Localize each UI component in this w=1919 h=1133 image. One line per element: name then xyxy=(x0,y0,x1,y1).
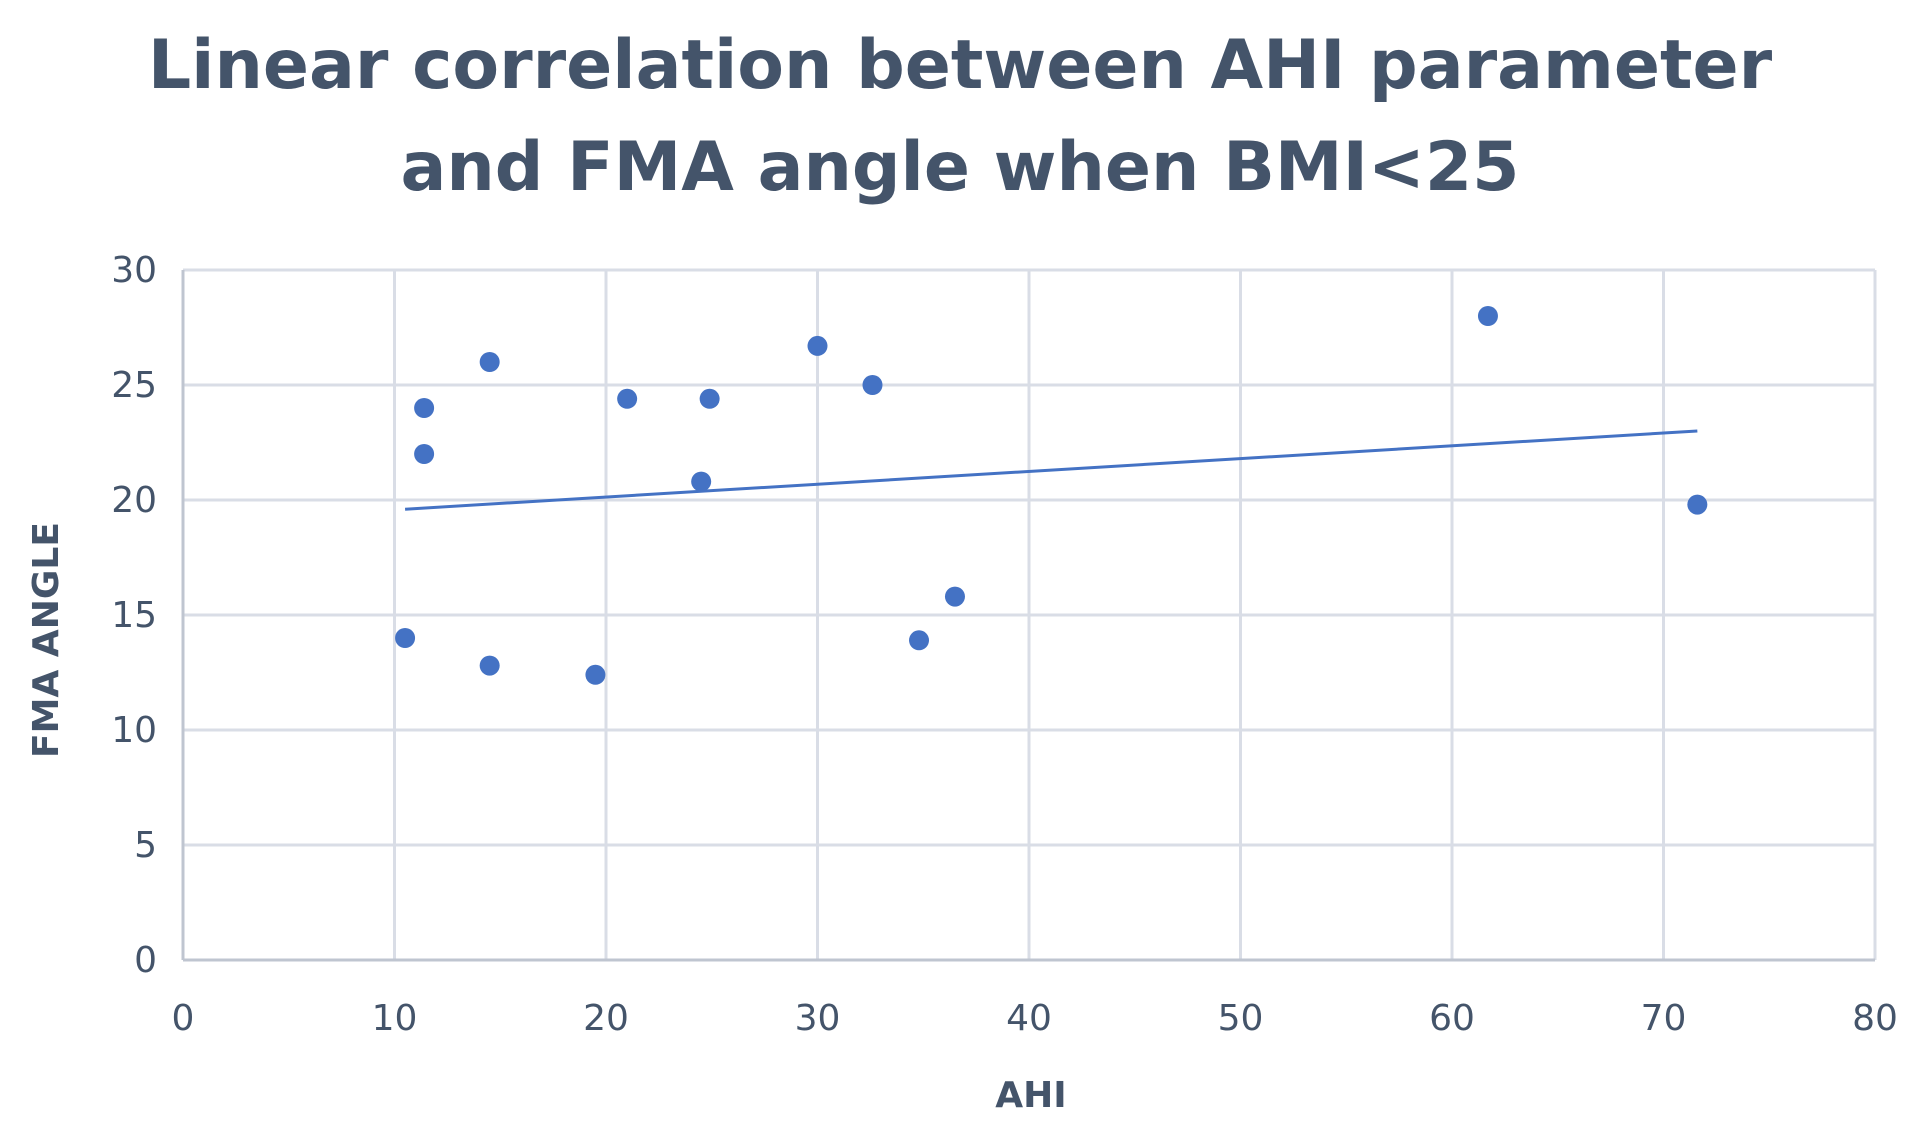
x-tick-label: 50 xyxy=(1218,998,1264,1039)
y-tick-label: 10 xyxy=(111,710,157,751)
y-tick-label: 5 xyxy=(134,825,157,866)
data-point xyxy=(1477,306,1498,326)
y-tick-label: 25 xyxy=(111,365,157,406)
trendline xyxy=(404,429,1698,511)
data-point xyxy=(944,586,965,607)
data-point xyxy=(862,375,883,395)
data-point xyxy=(691,471,712,492)
data-point xyxy=(1687,494,1708,515)
x-tick-label: 40 xyxy=(1006,998,1052,1039)
tick-labels: 0 5 10 15 20 25 30 0 10 20 30 40 50 60 70 80 xyxy=(111,250,1898,1039)
gridlines xyxy=(183,268,1877,960)
y-axis-title: FMA ANGLE xyxy=(26,522,67,758)
data-point xyxy=(585,664,606,685)
chart-title-line-1: Linear correlation between AHI parameter xyxy=(148,26,1773,105)
x-tick-label: 60 xyxy=(1429,998,1475,1039)
data-point xyxy=(395,628,416,648)
data-point xyxy=(479,352,500,372)
x-tick-label: 70 xyxy=(1641,998,1687,1039)
x-tick-label: 20 xyxy=(583,998,629,1039)
data-point xyxy=(479,655,500,676)
y-tick-label: 20 xyxy=(111,480,157,521)
x-tick-label: 10 xyxy=(372,998,418,1039)
y-tick-label: 15 xyxy=(111,595,157,636)
chart-title-line-2: and FMA angle when BMI<25 xyxy=(401,128,1520,207)
axes xyxy=(181,270,1875,962)
y-tick-label: 30 xyxy=(111,250,157,291)
data-points xyxy=(395,306,1708,685)
x-tick-label: 30 xyxy=(795,998,841,1039)
data-point xyxy=(617,388,638,409)
trendline-group xyxy=(404,429,1698,511)
data-point xyxy=(807,335,828,356)
data-point xyxy=(414,444,435,464)
x-tick-label: 0 xyxy=(172,998,195,1039)
data-point xyxy=(414,398,435,418)
data-point xyxy=(699,388,720,409)
data-point xyxy=(909,630,930,651)
x-tick-label: 80 xyxy=(1852,998,1898,1039)
y-tick-label: 0 xyxy=(134,940,157,981)
x-axis-title: AHI xyxy=(995,1075,1066,1116)
